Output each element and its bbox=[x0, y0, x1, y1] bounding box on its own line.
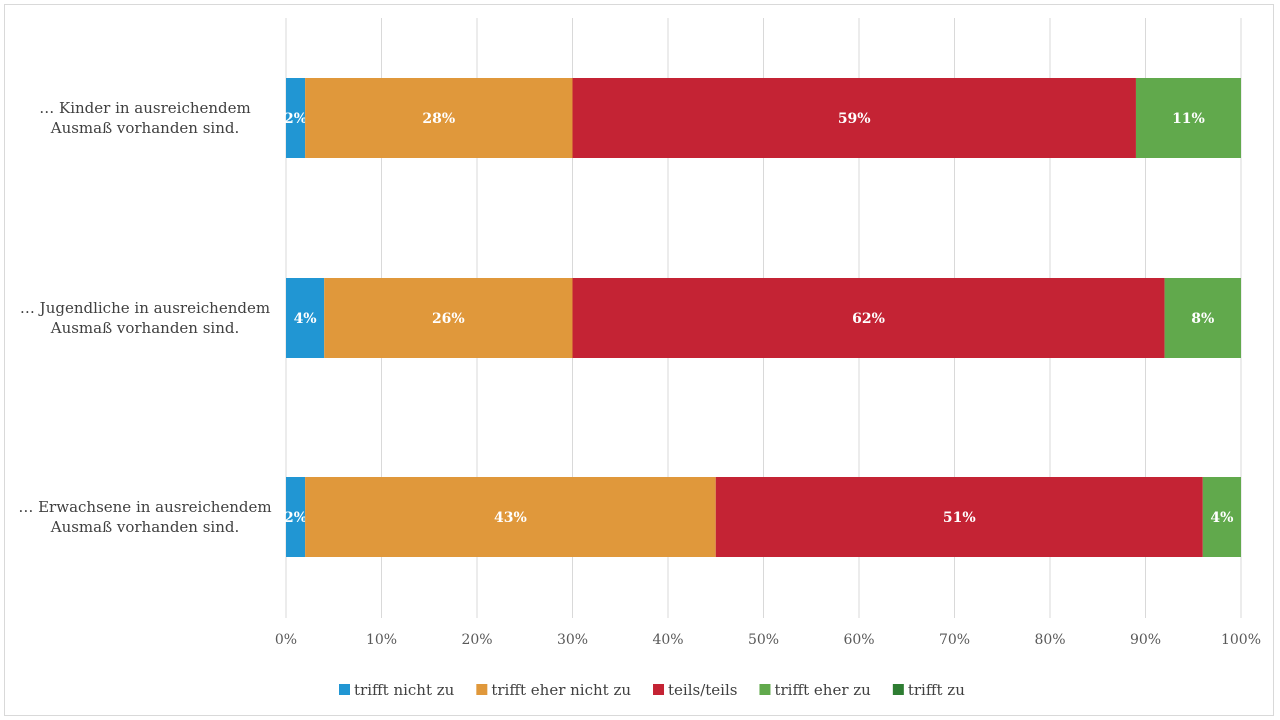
x-tick-label: 60% bbox=[843, 632, 874, 648]
legend-label: trifft eher nicht zu bbox=[491, 681, 631, 699]
bar-segment bbox=[1135, 78, 1241, 158]
data-label: 51% bbox=[943, 510, 976, 526]
data-label: 62% bbox=[852, 311, 885, 327]
x-tick-label: 80% bbox=[1034, 632, 1065, 648]
data-label: 8% bbox=[1191, 311, 1214, 327]
bar-segment bbox=[572, 278, 1165, 358]
x-tick-label: 100% bbox=[1221, 632, 1261, 648]
x-tick-label: 40% bbox=[652, 632, 683, 648]
category-label: … Erwachsene in ausreichendem Ausmaß vorh… bbox=[18, 498, 271, 536]
bar-segment bbox=[305, 477, 716, 557]
bar-segment bbox=[1202, 477, 1241, 557]
legend-swatch bbox=[892, 684, 904, 695]
legend-label: trifft nicht zu bbox=[354, 681, 455, 699]
bar-segment bbox=[715, 477, 1203, 557]
bar-segment bbox=[305, 78, 573, 158]
legend: trifft nicht zu trifft eher nicht zu teils… bbox=[339, 681, 965, 699]
x-tick-label: 20% bbox=[461, 632, 492, 648]
legend-swatch bbox=[476, 684, 488, 695]
bar-segment bbox=[286, 477, 306, 557]
x-tick-label: 90% bbox=[1130, 632, 1161, 648]
bar-segment bbox=[324, 278, 573, 358]
data-label: 43% bbox=[494, 510, 527, 526]
data-label: 11% bbox=[1172, 111, 1205, 127]
data-label: 2% bbox=[284, 111, 307, 127]
x-tick-label: 0% bbox=[275, 632, 297, 648]
x-tick-label: 70% bbox=[939, 632, 970, 648]
bar-segment bbox=[286, 278, 325, 358]
x-axis-ticks: 0% 10% 20% 30% 40% 50% 60% 70% 80% 90% 100% bbox=[275, 632, 1261, 648]
legend-label: trifft zu bbox=[908, 681, 965, 699]
bar-segments: 2% 28% 59% 11% 4% 26% 62% 8% 2% 43% 51% 4% bbox=[284, 78, 1241, 557]
legend-label: trifft eher zu bbox=[774, 681, 871, 699]
data-label: 4% bbox=[294, 311, 317, 327]
category-label: … Kinder in ausreichendem Ausmaß vorhande… bbox=[39, 99, 251, 137]
category-labels: … Kinder in ausreichendem Ausmaß vorhande… bbox=[18, 99, 271, 536]
data-label: 59% bbox=[838, 111, 871, 127]
data-label: 26% bbox=[432, 311, 465, 327]
x-tick-label: 50% bbox=[748, 632, 779, 648]
legend-label: teils/teils bbox=[668, 681, 737, 699]
legend-swatch bbox=[339, 684, 350, 695]
legend-swatch bbox=[653, 684, 665, 695]
x-tick-label: 30% bbox=[557, 632, 588, 648]
data-label: 2% bbox=[284, 510, 307, 526]
bar-segment bbox=[286, 78, 306, 158]
x-tick-label: 10% bbox=[366, 632, 397, 648]
data-label: 28% bbox=[422, 111, 455, 127]
legend-swatch bbox=[759, 684, 771, 695]
data-label: 4% bbox=[1210, 510, 1233, 526]
bar-segment bbox=[572, 78, 1136, 158]
bar-segment bbox=[1164, 278, 1241, 358]
category-label: … Jugendliche in ausreichendem Ausmaß vor… bbox=[20, 299, 270, 337]
